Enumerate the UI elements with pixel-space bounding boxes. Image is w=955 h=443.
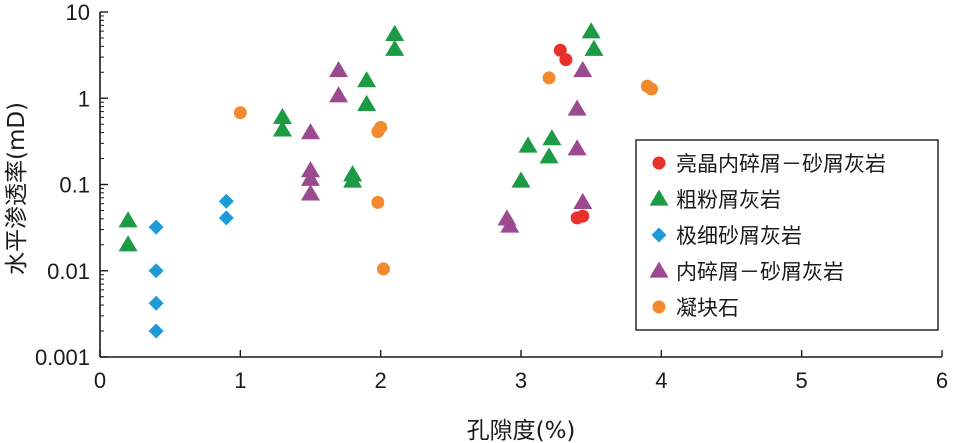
data-point [343,171,363,188]
data-point [553,43,567,57]
data-point [148,323,164,339]
x-tick-label: 3 [515,368,527,393]
y-axis-title: 水平渗透率(mD) [4,102,30,275]
data-point [233,106,247,120]
data-point [301,161,320,178]
data-point [371,195,385,209]
x-tick-label: 4 [655,368,667,393]
legend-marker [652,156,666,170]
data-point [148,295,164,311]
data-point [567,139,587,156]
data-point [385,39,405,56]
y-tick-label: 0.01 [47,259,90,284]
x-tick-label: 6 [936,368,948,393]
data-point [118,235,138,252]
data-point [573,192,593,210]
legend-marker [652,300,666,314]
data-point [542,129,562,146]
data-point [573,60,593,78]
y-tick-label: 0.1 [59,173,90,198]
data-point [511,171,531,188]
data-point [329,60,349,78]
legend-label: 亮晶内碎屑－砂屑灰岩 [676,152,886,176]
y-tick-label: 0.001 [35,345,90,370]
legend-item: 亮晶内碎屑－砂屑灰岩 [652,152,886,176]
data-point [559,53,573,67]
legend-marker [651,227,667,243]
data-point [584,39,604,56]
data-point [301,123,320,140]
data-point [272,120,292,137]
y-tick-label: 1 [78,86,90,111]
legend-marker [649,189,669,206]
data-point [576,209,590,223]
legend-label: 极细砂屑灰岩 [676,224,802,248]
data-point [374,120,388,134]
legend-label: 粗粉屑灰岩 [676,188,781,212]
data-point [118,211,138,228]
series-1 [553,43,590,225]
legend-item: 粗粉屑灰岩 [649,188,781,212]
x-tick-label: 1 [234,368,246,393]
legend-item: 凝块石 [652,296,739,320]
legend-box [635,139,939,331]
x-tick-label: 0 [94,368,106,393]
legend-item: 极细砂屑灰岩 [651,224,802,248]
data-point [385,24,405,42]
legend-label: 凝块石 [676,296,739,320]
data-point [581,22,601,39]
data-point [376,262,390,276]
series-3 [148,193,234,339]
x-tick-label: 5 [796,368,808,393]
y-tick-label: 10 [66,0,90,25]
data-point [148,219,164,235]
data-point [645,82,659,96]
x-axis-title: 孔隙度(%) [467,418,576,443]
series-2 [118,22,604,252]
data-point [218,210,234,226]
data-point [301,169,320,186]
data-point [542,71,556,85]
data-point [148,263,164,279]
data-point [357,94,377,111]
data-point [567,99,587,116]
data-point [518,136,538,153]
data-point [357,71,377,88]
series-4 [301,60,593,233]
legend-marker [649,261,669,278]
data-point [272,107,292,125]
data-point [329,86,349,103]
series-5 [233,71,659,276]
data-point [539,147,559,164]
x-tick-label: 2 [375,368,387,393]
data-point [301,184,320,201]
legend-label: 内碎屑－砂屑灰岩 [676,260,844,284]
data-point [500,216,520,233]
legend-item: 内碎屑－砂屑灰岩 [649,260,844,284]
data-point [218,193,234,209]
